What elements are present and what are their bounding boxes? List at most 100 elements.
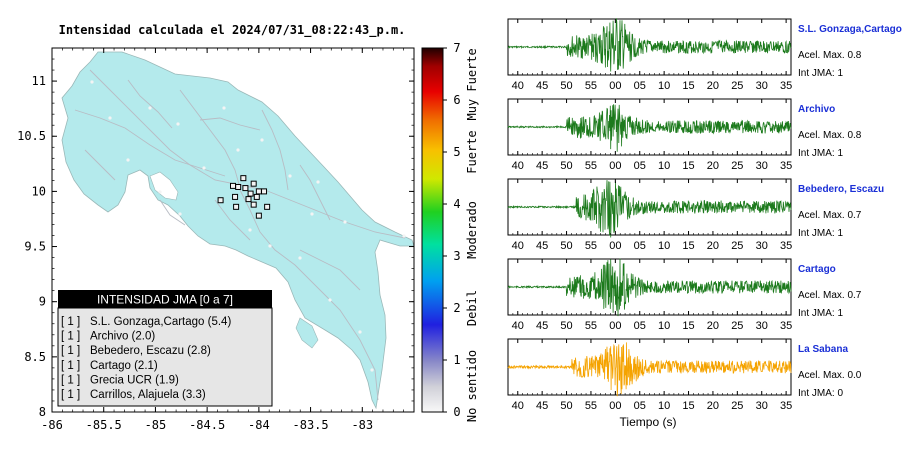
station-marker: [261, 188, 268, 195]
time-tick-label: 55: [585, 80, 597, 92]
time-tick-label: 20: [707, 160, 719, 172]
seismogram-panel: 40 45 50 55 00 05 10 15 20 25 30 35 S.L. Gonzaga,Car…: [507, 18, 902, 92]
time-tick-label: 25: [731, 400, 743, 412]
time-tick-label: 25: [731, 160, 743, 172]
legend-item-station: Cartago (2.1): [90, 360, 158, 372]
jma-intensity: Int JMA: 1: [798, 308, 843, 319]
waveform-trace: [507, 104, 792, 152]
legend-items: [ 1 ] S.L. Gonzaga,Cartago (5.4) [ 1 ] Arch…: [61, 316, 231, 401]
time-tick-label: 15: [682, 80, 694, 92]
time-tick-label: 35: [780, 240, 792, 252]
time-tick-label: 35: [780, 80, 792, 92]
accel-max: Acel. Max. 0.0: [798, 370, 862, 381]
legend-item-level: [ 1 ]: [61, 360, 80, 372]
colorbar-category-label: Debil: [465, 290, 479, 326]
colorbar-tick-label: 2: [453, 301, 460, 315]
station-name: S.L. Gonzaga,Cartago: [798, 24, 902, 35]
time-tick-label: 10: [658, 80, 670, 92]
colorbar-tick-label: 3: [453, 249, 460, 263]
time-tick-label: 20: [707, 80, 719, 92]
accel-max: Acel. Max. 0.8: [798, 50, 862, 61]
time-tick-label: 45: [536, 160, 548, 172]
seismogram-panel: 40 45 50 55 00 05 10 15 20 25 30 35 La Sabana Acel. M…: [507, 338, 862, 412]
figure-title: Intensidad calculada el 2024/07/31_08:22…: [59, 23, 406, 38]
legend-item-level: [ 1 ]: [61, 345, 80, 357]
nicoya-gulf-cutout: [149, 171, 179, 201]
town-markers: [90, 80, 406, 372]
waveform-trace: [507, 180, 792, 238]
time-tick-label: 35: [780, 400, 792, 412]
legend-item-level: [ 1 ]: [61, 374, 80, 386]
station-marker: [242, 185, 249, 192]
time-tick-label: 20: [707, 320, 719, 332]
time-tick-label: 40: [512, 240, 524, 252]
legend-item-level: [ 1 ]: [61, 331, 80, 343]
seismogram-panel: 40 45 50 55 00 05 10 15 20 25 30 35 Archivo Acel. Max…: [507, 98, 862, 172]
legend-body: [57, 307, 273, 407]
station-marker: [247, 190, 254, 197]
time-tick-label: 00: [609, 160, 621, 172]
station-name: Archivo: [798, 104, 835, 115]
time-tick-label: 15: [682, 320, 694, 332]
jma-intensity: Int JMA: 0: [798, 388, 843, 399]
station-marker: [250, 201, 257, 208]
time-tick-label: 05: [634, 240, 646, 252]
time-tick-label: 45: [536, 240, 548, 252]
time-tick-label: 40: [512, 400, 524, 412]
legend-item-station: Archivo (2.0): [90, 331, 155, 343]
accel-max: Acel. Max. 0.7: [798, 290, 862, 301]
lat-tick-label: 9.5: [24, 240, 46, 254]
time-tick-label: 45: [536, 320, 548, 332]
colorbar-tick-label: 5: [453, 145, 460, 159]
time-tick-label: 35: [780, 160, 792, 172]
time-tick-label: 05: [634, 400, 646, 412]
time-tick-label: 10: [658, 320, 670, 332]
time-tick-label: 55: [585, 240, 597, 252]
time-tick-label: 45: [536, 80, 548, 92]
time-tick-label: 40: [512, 80, 524, 92]
road-network: [74, 69, 406, 401]
lat-tick-label: 9: [39, 295, 46, 309]
lat-tick-label: 8.5: [24, 350, 46, 364]
time-tick-label: 50: [560, 80, 572, 92]
seismogram-panels: 40 45 50 55 00 05 10 15 20 25 30 35 S.L. Gonzaga,Car…: [507, 18, 902, 412]
time-tick-label: 20: [707, 240, 719, 252]
time-tick-label: 10: [658, 400, 670, 412]
station-markers: [217, 175, 271, 219]
legend-item-station: S.L. Gonzaga,Cartago (5.4): [90, 316, 231, 328]
legend-box: INTENSIDAD JMA [0 a 7] [ 1 ] S.L. Gonzaga…: [57, 290, 273, 407]
station-marker: [235, 183, 242, 190]
costa-rica-landmass: [61, 51, 414, 410]
lon-tick-label: -83: [351, 418, 373, 432]
lon-tick-label: -85: [145, 418, 167, 432]
station-marker: [264, 203, 271, 210]
time-tick-label: 10: [658, 240, 670, 252]
lon-tick-label: -83.5: [293, 418, 329, 432]
lat-tick-label: 10: [32, 184, 46, 198]
lon-tick-label: -84.5: [189, 418, 225, 432]
legend-title: INTENSIDAD JMA [0 a 7]: [97, 293, 233, 307]
colorbar-category-label: No sentido: [465, 350, 479, 422]
time-tick-label: 55: [585, 320, 597, 332]
time-tick-label: 00: [609, 240, 621, 252]
time-tick-label: 30: [756, 400, 768, 412]
time-tick-label: 25: [731, 320, 743, 332]
osa-peninsula: [295, 317, 319, 349]
map-axes: 11 10.5 10 9.5 9 8.5 8-86 -85.5 -85 -84.5 -84 -83.5…: [17, 47, 415, 432]
colorbar-ticks: 0 1 2 3 4 5 6 7: [443, 41, 461, 419]
station-marker: [230, 182, 236, 189]
colorbar-tick-label: 1: [453, 353, 460, 367]
waveform-trace: [507, 342, 792, 397]
accel-max: Acel. Max. 0.8: [798, 130, 862, 141]
time-tick-label: 25: [731, 80, 743, 92]
time-tick-label: 25: [731, 240, 743, 252]
station-marker: [255, 188, 262, 195]
jma-intensity: Int JMA: 1: [798, 68, 843, 79]
legend-item-level: [ 1 ]: [61, 389, 80, 401]
time-tick-label: 05: [634, 320, 646, 332]
station-name: La Sabana: [798, 344, 848, 355]
time-tick-label: 00: [609, 400, 621, 412]
station-marker: [240, 175, 247, 182]
time-tick-label: 55: [585, 160, 597, 172]
